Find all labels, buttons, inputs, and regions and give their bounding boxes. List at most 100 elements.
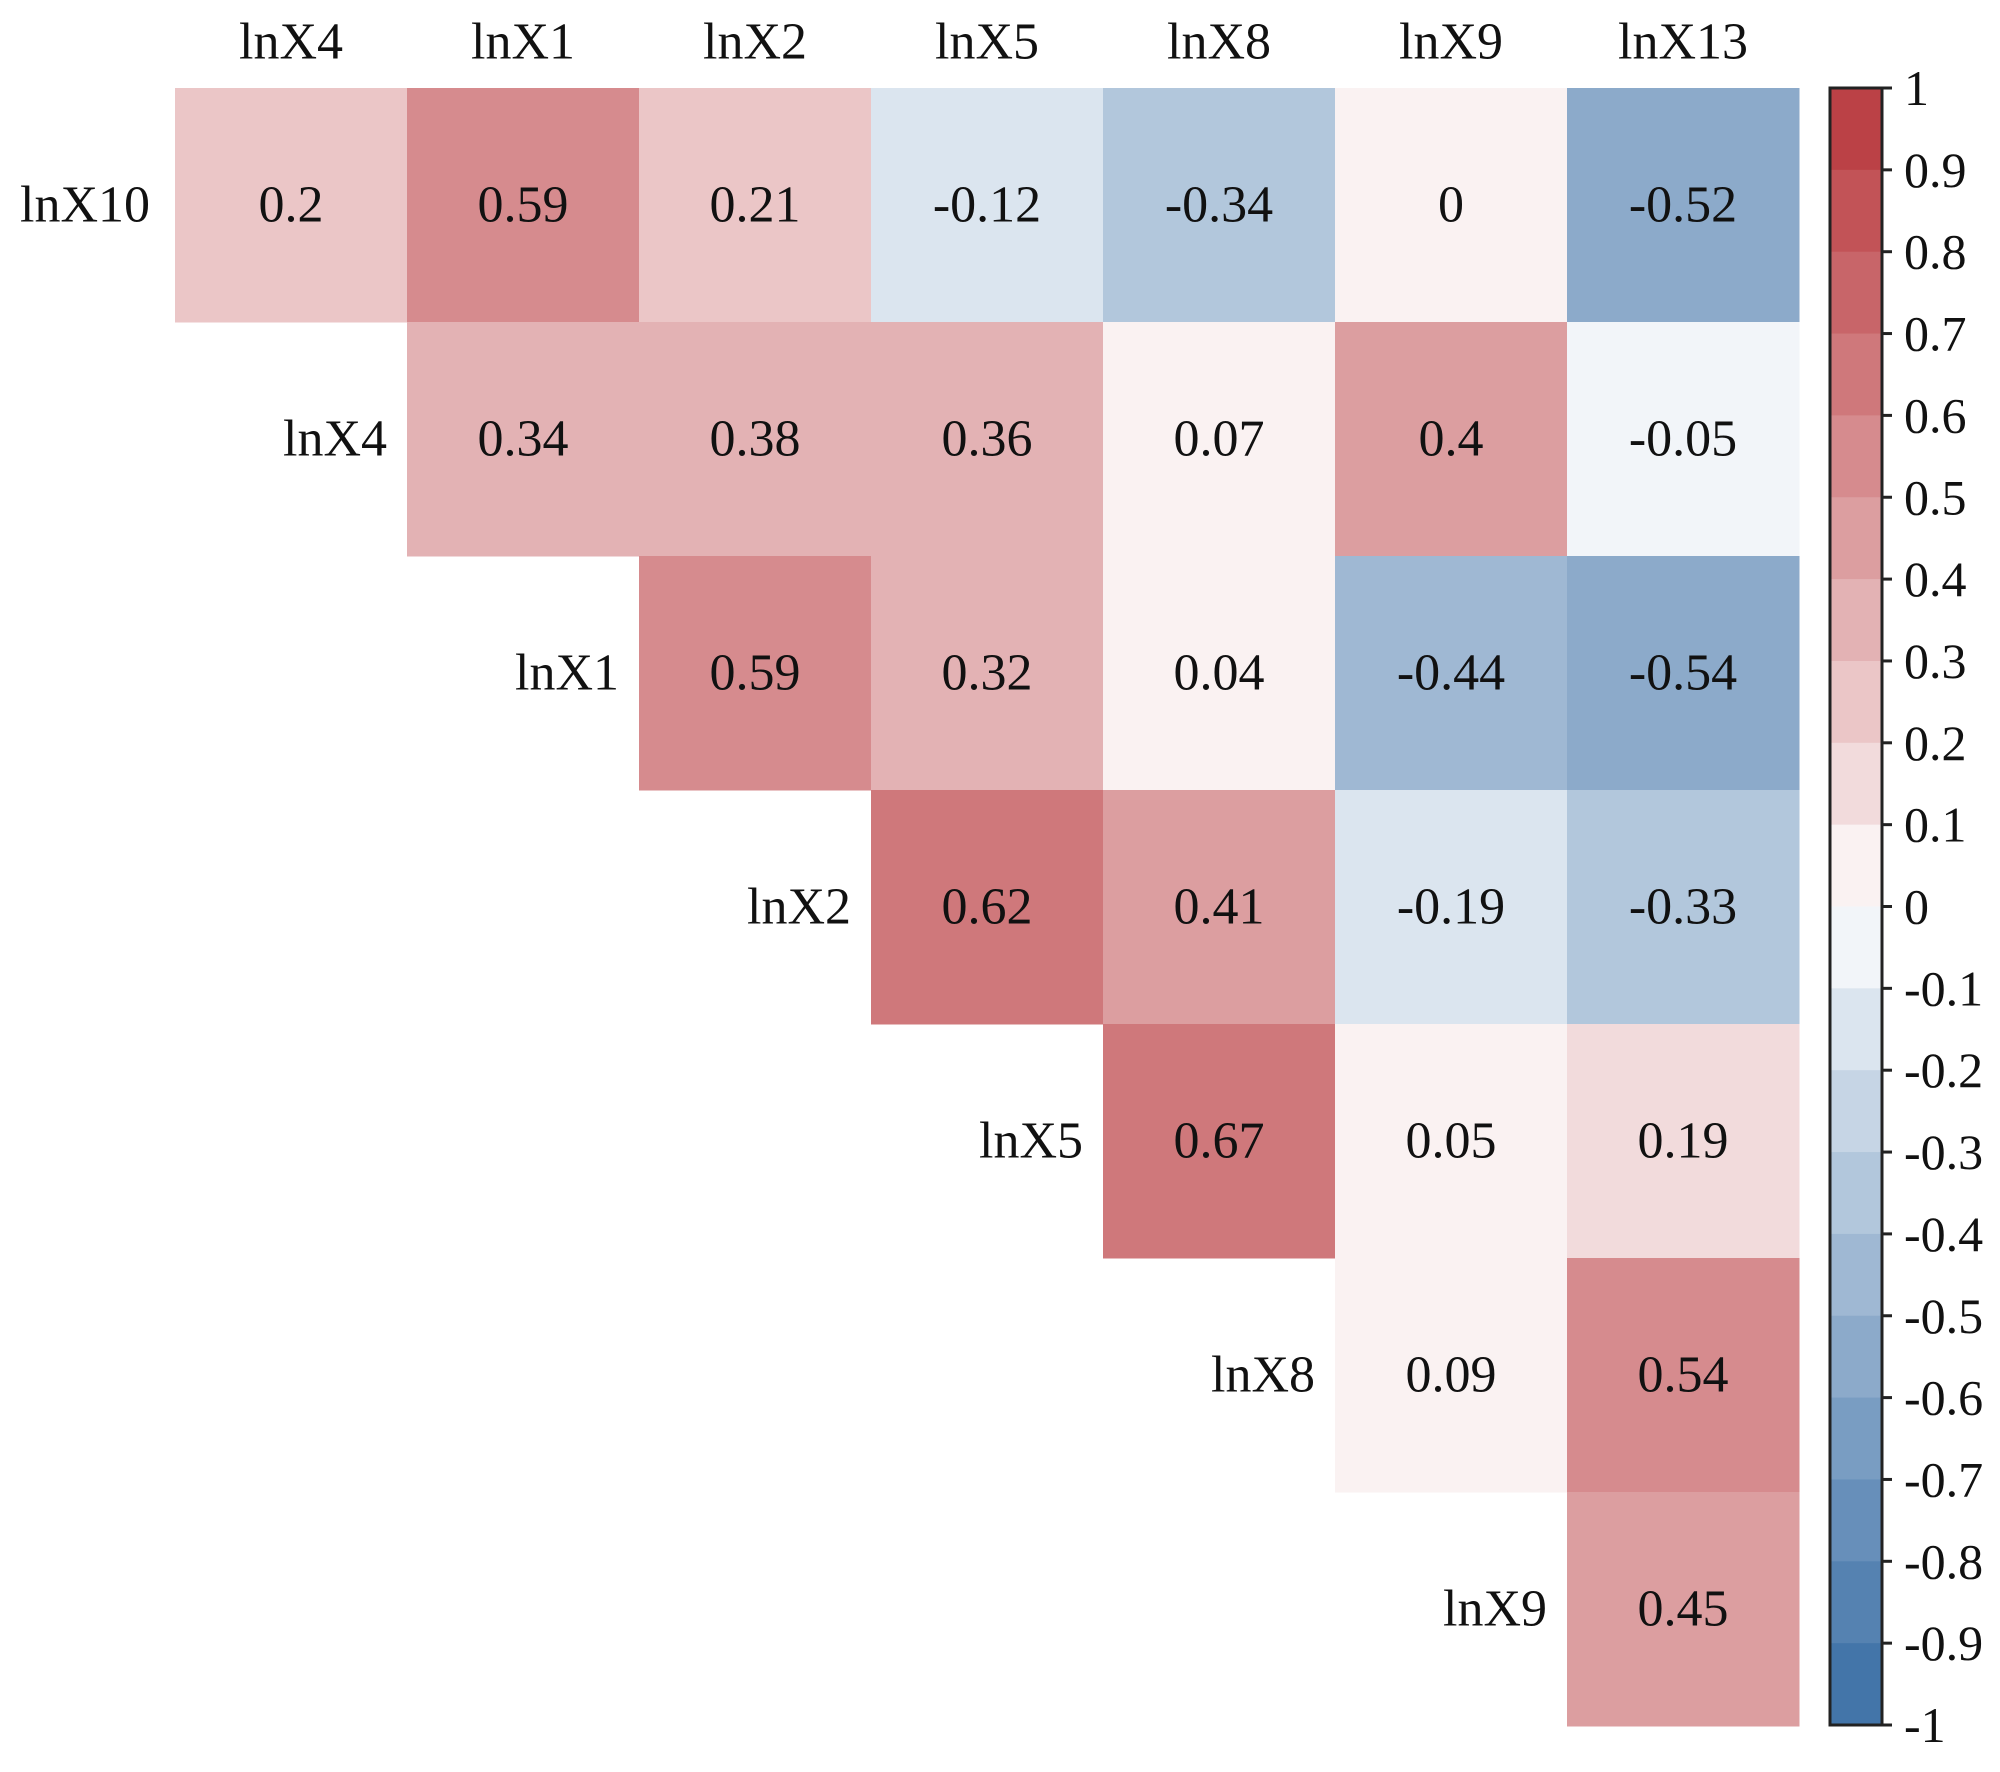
cell-value-lnX8-lnX9: 0.09 [1406, 1347, 1497, 1404]
heatmap-cells [175, 88, 1800, 1727]
colorbar-tick-label: -0.3 [1904, 1124, 1983, 1180]
heatmap-cell-lnX8-lnX9 [1335, 1258, 1568, 1493]
colorbar-tick-label: 0.1 [1904, 797, 1967, 853]
colorbar-tick-label: -0.9 [1904, 1615, 1983, 1671]
column-label-lnX9: lnX9 [1399, 14, 1503, 71]
cell-value-lnX2-lnX13: -0.33 [1629, 879, 1737, 936]
cell-value-lnX5-lnX8: 0.67 [1174, 1113, 1265, 1170]
colorbar-tick-label: -0.8 [1904, 1533, 1983, 1589]
heatmap-cell-lnX5-lnX13 [1567, 1024, 1800, 1259]
cell-value-lnX1-lnX2: 0.59 [710, 645, 801, 702]
colorbar-tick-label: 0.2 [1904, 715, 1967, 771]
colorbar-bin [1830, 1152, 1882, 1235]
heatmap-cell-lnX4-lnX5 [871, 322, 1104, 557]
cell-value-lnX10-lnX1: 0.59 [478, 177, 569, 234]
heatmap-cell-lnX9-lnX13 [1567, 1492, 1800, 1727]
cell-value-lnX2-lnX5: 0.62 [942, 879, 1033, 936]
cell-value-lnX5-lnX9: 0.05 [1406, 1113, 1497, 1170]
heatmap-cell-lnX5-lnX8 [1103, 1024, 1336, 1259]
cell-value-lnX4-lnX9: 0.4 [1419, 411, 1484, 468]
heatmap-cell-lnX10-lnX13 [1567, 88, 1800, 323]
heatmap-cell-lnX4-lnX9 [1335, 322, 1568, 557]
row-label-lnX4: lnX4 [283, 411, 387, 468]
cell-value-lnX4-lnX2: 0.38 [710, 411, 801, 468]
colorbar-bin [1830, 824, 1882, 907]
cell-value-lnX10-lnX8: -0.34 [1165, 177, 1273, 234]
heatmap-cell-lnX4-lnX8 [1103, 322, 1336, 557]
colorbar-bin [1830, 1233, 1882, 1317]
heatmap-cell-lnX10-lnX4 [175, 88, 408, 323]
cell-value-lnX4-lnX1: 0.34 [478, 411, 569, 468]
cell-value-lnX5-lnX13: 0.19 [1638, 1113, 1729, 1170]
colorbar-bin [1830, 1643, 1882, 1726]
row-label-lnX9: lnX9 [1443, 1581, 1547, 1638]
column-label-lnX13: lnX13 [1618, 14, 1748, 71]
colorbar-tick-label: 0.4 [1904, 551, 1967, 607]
cell-value-lnX2-lnX8: 0.41 [1174, 879, 1265, 936]
row-label-lnX8: lnX8 [1211, 1347, 1315, 1404]
cell-value-lnX10-lnX9: 0 [1438, 177, 1464, 234]
colorbar-bin [1830, 497, 1882, 580]
colorbar-bin [1830, 1315, 1882, 1399]
heatmap-cell-lnX2-lnX9 [1335, 790, 1568, 1025]
colorbar-tick-label: 0.9 [1904, 142, 1967, 198]
heatmap-cell-lnX2-lnX5 [871, 790, 1104, 1025]
heatmap-cell-lnX10-lnX1 [407, 88, 640, 323]
cell-value-lnX4-lnX5: 0.36 [942, 411, 1033, 468]
heatmap-cell-lnX1-lnX13 [1567, 556, 1800, 791]
colorbar-tick-label: 1 [1904, 60, 1929, 116]
colorbar-tick-label: 0.5 [1904, 469, 1967, 525]
heatmap-cell-lnX4-lnX13 [1567, 322, 1800, 557]
cell-value-lnX1-lnX9: -0.44 [1397, 645, 1505, 702]
heatmap-cell-lnX1-lnX9 [1335, 556, 1568, 791]
colorbar-bin [1830, 742, 1882, 826]
colorbar-bin [1830, 169, 1882, 253]
colorbar-tick-label: -0.7 [1904, 1451, 1983, 1507]
heatmap-cell-lnX4-lnX1 [407, 322, 640, 557]
cell-value-lnX1-lnX5: 0.32 [942, 645, 1033, 702]
heatmap-cell-lnX2-lnX8 [1103, 790, 1336, 1025]
heatmap-cell-lnX1-lnX2 [639, 556, 872, 791]
cell-value-lnX1-lnX8: 0.04 [1174, 645, 1265, 702]
cell-value-lnX1-lnX13: -0.54 [1629, 645, 1737, 702]
colorbar-tick-label: -0.5 [1904, 1288, 1983, 1344]
heatmap-cell-lnX2-lnX13 [1567, 790, 1800, 1025]
colorbar-tick-label: -0.2 [1904, 1042, 1983, 1098]
cell-value-lnX10-lnX5: -0.12 [933, 177, 1041, 234]
cell-value-lnX10-lnX13: -0.52 [1629, 177, 1737, 234]
colorbar-tick-label: 0.8 [1904, 224, 1967, 280]
colorbar-tick-label: -0.4 [1904, 1206, 1983, 1262]
colorbar-tick-label: 0.6 [1904, 387, 1967, 443]
heatmap-cell-lnX1-lnX8 [1103, 556, 1336, 791]
heatmap-cell-lnX10-lnX9 [1335, 88, 1568, 323]
colorbar-tick-label: 0 [1904, 879, 1929, 935]
colorbar-bin [1830, 1070, 1882, 1153]
colorbar-tick-label: -1 [1904, 1697, 1946, 1753]
colorbar-tick-label: -0.1 [1904, 960, 1983, 1016]
column-label-lnX4: lnX4 [239, 14, 343, 71]
column-label-lnX1: lnX1 [471, 14, 575, 71]
colorbar-bin [1830, 415, 1882, 498]
heatmap-cell-lnX10-lnX8 [1103, 88, 1336, 323]
row-label-lnX10: lnX10 [20, 177, 150, 234]
cell-value-lnX4-lnX8: 0.07 [1174, 411, 1265, 468]
colorbar-tick-label: -0.6 [1904, 1370, 1983, 1426]
cell-value-lnX2-lnX9: -0.19 [1397, 879, 1505, 936]
cell-value-lnX10-lnX2: 0.21 [710, 177, 801, 234]
heatmap-cell-lnX1-lnX5 [871, 556, 1104, 791]
column-label-lnX8: lnX8 [1167, 14, 1271, 71]
heatmap-cell-lnX10-lnX5 [871, 88, 1104, 323]
cell-value-lnX8-lnX13: 0.54 [1638, 1347, 1729, 1404]
colorbar-bin [1830, 660, 1882, 744]
colorbar-bin [1830, 88, 1882, 171]
colorbar-bin [1830, 988, 1882, 1071]
column-label-lnX5: lnX5 [935, 14, 1039, 71]
heatmap-cell-lnX4-lnX2 [639, 322, 872, 557]
colorbar: 1 0.9 0.8 0.7 0.6 0.5 0.4 0.3 0.2 0.1 0 -0.1 -0.2 -0.… [1828, 60, 1983, 1753]
row-label-lnX5: lnX5 [979, 1113, 1083, 1170]
row-label-lnX2: lnX2 [747, 879, 851, 936]
colorbar-bin [1830, 579, 1882, 662]
